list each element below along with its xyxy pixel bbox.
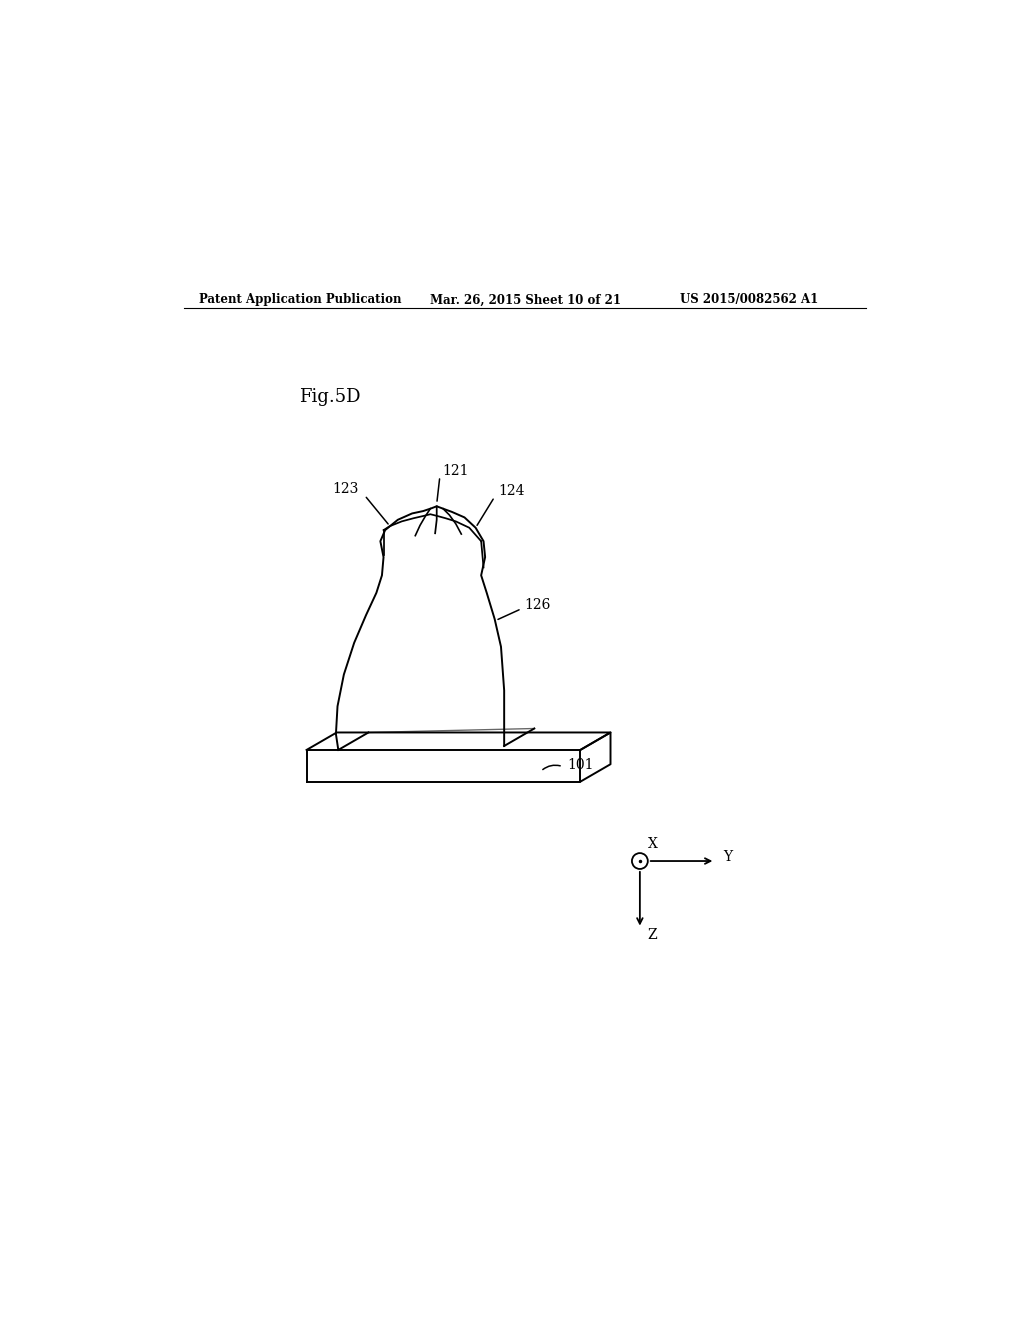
Text: US 2015/0082562 A1: US 2015/0082562 A1 bbox=[680, 293, 818, 306]
Text: 101: 101 bbox=[567, 758, 593, 772]
Text: 124: 124 bbox=[498, 484, 524, 498]
Text: 126: 126 bbox=[524, 598, 551, 612]
Text: 121: 121 bbox=[442, 465, 469, 478]
Text: Mar. 26, 2015 Sheet 10 of 21: Mar. 26, 2015 Sheet 10 of 21 bbox=[430, 293, 621, 306]
Text: Y: Y bbox=[723, 850, 732, 865]
Text: 123: 123 bbox=[333, 482, 359, 496]
Text: X: X bbox=[648, 837, 657, 850]
Text: Z: Z bbox=[648, 928, 657, 942]
Text: Patent Application Publication: Patent Application Publication bbox=[200, 293, 402, 306]
Text: Fig.5D: Fig.5D bbox=[299, 388, 360, 405]
